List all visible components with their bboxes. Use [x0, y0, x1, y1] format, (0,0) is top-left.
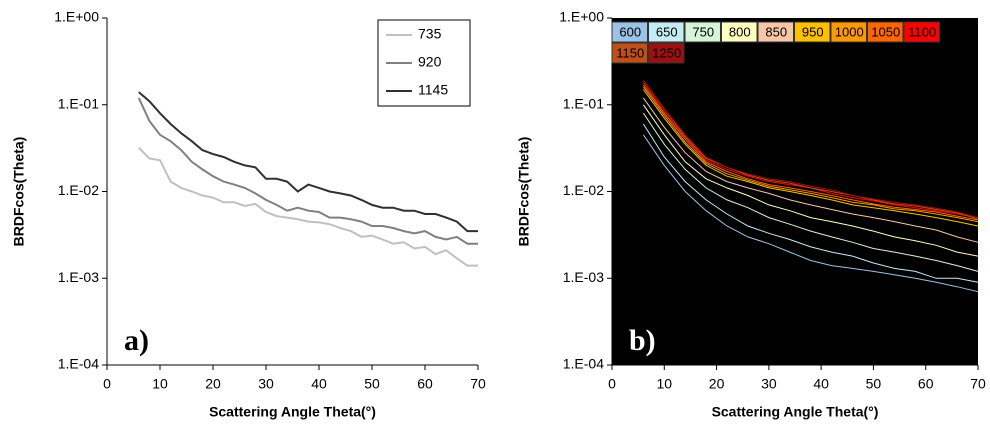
legend-label: 750 [692, 24, 714, 39]
x-tick-label: 60 [918, 376, 934, 392]
legend-label: 920 [418, 54, 442, 70]
x-axis-title: Scattering Angle Theta(°) [209, 404, 376, 420]
legend-label: 950 [802, 24, 824, 39]
plot-area [612, 18, 978, 365]
legend-label: 1050 [871, 24, 900, 39]
x-tick-label: 20 [709, 376, 725, 392]
x-tick-label: 10 [152, 376, 168, 392]
y-tick-label: 1.E-01 [563, 95, 604, 111]
legend-label: 1150 [616, 45, 644, 60]
y-tick-label: 1.E-03 [563, 269, 604, 285]
legend-label: 600 [619, 24, 641, 39]
legend-label: 650 [656, 24, 678, 39]
legend-swatch [611, 21, 648, 43]
series-line [138, 146, 478, 267]
y-axis-title: BRDFcos(Theta) [11, 137, 27, 247]
x-tick-label: 30 [761, 376, 777, 392]
legend-swatch [648, 21, 685, 43]
series-line [642, 84, 979, 221]
y-tick-label: 1.E+00 [559, 9, 604, 25]
panel: 1.E-04 1.E-03 1.E-02 1.E-01 1.E+00 0 10 20 30 40 5… [516, 9, 986, 420]
y-tick-label: 1.E-01 [58, 95, 99, 111]
x-tick-label: 30 [258, 376, 274, 392]
series-line [642, 123, 979, 283]
panel: 1.E-04 1.E-03 1.E-02 1.E-01 1.E+00 0 10 20 30 40 5… [11, 9, 486, 420]
legend-label: 1145 [418, 82, 448, 98]
legend-label: 1000 [835, 24, 864, 39]
y-tick-label: 1.E-04 [58, 356, 99, 372]
legend-label: 1250 [652, 45, 681, 60]
x-tick-label: 70 [970, 376, 986, 392]
x-tick-label: 0 [608, 376, 616, 392]
legend-label: 735 [418, 26, 442, 42]
series-line [642, 89, 979, 227]
legend-swatch [721, 21, 758, 43]
legend-strip [612, 18, 978, 22]
x-tick-label: 40 [311, 376, 327, 392]
legend-swatch [867, 21, 904, 43]
y-tick-label: 1.E-04 [563, 356, 604, 372]
y-tick-label: 1.E-02 [58, 182, 99, 198]
x-tick-label: 10 [656, 376, 672, 392]
legend-swatch [794, 21, 831, 43]
y-tick-label: 1.E-02 [563, 182, 604, 198]
x-tick-label: 40 [813, 376, 829, 392]
legend-swatch [830, 21, 867, 43]
y-axis-title: BRDFcos(Theta) [516, 137, 532, 247]
series-line [642, 104, 979, 257]
x-tick-label: 70 [470, 376, 486, 392]
annotation: a) [124, 324, 149, 357]
series-line [138, 91, 478, 233]
x-axis-title: Scattering Angle Theta(°) [712, 404, 879, 420]
annotation: b) [629, 324, 656, 357]
x-tick-label: 50 [866, 376, 882, 392]
series-line [642, 80, 979, 219]
series-line [642, 80, 979, 220]
series-line [642, 112, 979, 272]
legend-swatch [648, 42, 685, 64]
legend-label: 850 [765, 24, 787, 39]
x-tick-label: 50 [364, 376, 380, 392]
x-tick-label: 60 [417, 376, 433, 392]
series-line [642, 97, 979, 243]
legend-swatch [611, 42, 648, 64]
y-tick-label: 1.E-03 [58, 269, 99, 285]
series-line [642, 134, 979, 293]
legend-swatch [684, 21, 721, 43]
x-tick-label: 0 [103, 376, 111, 392]
legend-swatch [903, 21, 940, 43]
series-line [137, 97, 478, 245]
legend-swatch [757, 21, 794, 43]
series-line [642, 86, 979, 223]
y-tick-label: 1.E+00 [54, 9, 99, 25]
x-tick-label: 20 [205, 376, 221, 392]
legend-label: 800 [729, 24, 751, 39]
legend-label: 1100 [908, 24, 936, 39]
